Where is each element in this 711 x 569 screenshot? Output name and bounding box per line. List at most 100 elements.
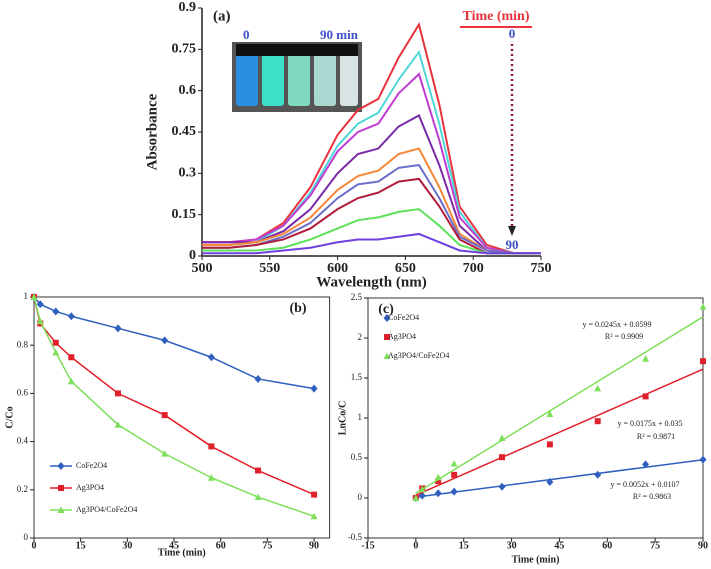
marker — [52, 339, 59, 346]
marker — [434, 489, 442, 498]
marker — [30, 293, 38, 300]
marker — [58, 485, 64, 491]
x-tick-label: 75 — [262, 540, 272, 551]
y-tick-label: 1 — [358, 412, 363, 422]
marker — [161, 336, 169, 345]
marker — [700, 358, 706, 365]
y-tick-label: 0.3 — [179, 166, 197, 181]
marker — [67, 377, 75, 385]
y-axis-label: C/Co — [4, 406, 15, 428]
y-tick-label: 0 — [24, 532, 29, 542]
y-tick-label: 0.6 — [179, 83, 197, 98]
marker — [310, 512, 318, 520]
marker — [68, 354, 75, 361]
marker — [546, 478, 554, 486]
x-tick-label: 75 — [650, 540, 660, 551]
marker — [434, 473, 442, 481]
marker — [546, 441, 553, 448]
marker — [383, 352, 391, 359]
marker — [114, 421, 122, 428]
series-line — [202, 177, 541, 255]
y-tick-label: 0.8 — [17, 339, 29, 349]
y-tick-label: 1.5 — [351, 372, 363, 382]
marker — [57, 506, 65, 513]
vial — [288, 50, 310, 106]
arrow-head — [508, 226, 516, 236]
time-label: Time (min) — [462, 9, 529, 24]
inset-end-label: 90 min — [320, 27, 359, 42]
marker — [255, 467, 262, 474]
legend-label: Ag3PO4 — [388, 332, 416, 341]
trend-line — [415, 458, 704, 498]
x-tick-label: 650 — [395, 261, 416, 276]
fit-equation: y = 0.0052x + 0.0107 — [610, 480, 679, 489]
marker — [207, 353, 215, 362]
y-tick-label: 0 — [189, 248, 196, 263]
fit-r2: R² = 0.9863 — [633, 492, 671, 501]
x-tick-label: -15 — [361, 540, 374, 551]
vial-caps — [236, 44, 358, 56]
marker — [699, 303, 707, 310]
y-tick-label: 0.6 — [17, 387, 29, 397]
marker — [254, 374, 262, 383]
marker — [254, 493, 262, 501]
marker — [208, 443, 215, 450]
x-tick-label: 45 — [554, 540, 564, 551]
x-tick-label: 90 — [698, 540, 708, 551]
x-tick-label: 30 — [122, 540, 132, 551]
series-line — [202, 147, 541, 255]
marker — [642, 460, 650, 469]
marker — [594, 418, 601, 425]
series-line — [202, 232, 541, 255]
x-tick-label: 15 — [459, 540, 469, 551]
x-tick-label: 45 — [169, 540, 179, 551]
fit-r2: R² = 0.9909 — [605, 332, 643, 341]
legend-label: CoFe2O4 — [76, 461, 107, 470]
marker — [642, 393, 649, 400]
marker — [451, 471, 458, 478]
y-tick-label: 0.15 — [172, 207, 197, 222]
vial — [340, 50, 358, 106]
marker — [498, 482, 506, 491]
series-line — [202, 72, 541, 255]
y-axis-label: Absorbance — [144, 93, 160, 170]
legend-label: CoFe2O4 — [388, 313, 419, 322]
marker — [36, 300, 44, 309]
y-tick-label: 0.45 — [172, 124, 197, 139]
inset-start-label: 0 — [243, 27, 250, 42]
x-tick-label: 30 — [507, 540, 517, 551]
marker — [383, 314, 391, 322]
marker — [311, 491, 318, 498]
panel-label: (c) — [378, 302, 394, 317]
series-line — [202, 114, 541, 255]
x-tick-label: 500 — [192, 261, 213, 276]
vial — [262, 50, 284, 106]
legend-label: Ag3PO4/CoFe2O4 — [76, 505, 137, 514]
y-tick-label: 0.9 — [179, 0, 197, 15]
y-tick-label: 0.5 — [351, 452, 363, 462]
marker — [161, 412, 168, 419]
trend-line — [415, 316, 704, 494]
y-tick-label: 2.5 — [351, 292, 363, 302]
x-axis-label: Wavelength (nm) — [316, 274, 426, 290]
plot-frame — [33, 296, 331, 539]
marker — [57, 462, 65, 470]
x-tick-label: 550 — [259, 261, 280, 276]
y-tick-label: 0 — [358, 492, 363, 502]
marker — [114, 324, 122, 333]
marker — [384, 334, 390, 340]
x-axis-label: Time (min) — [158, 547, 206, 558]
marker — [207, 474, 215, 481]
marker — [546, 410, 554, 417]
arrow-end-label: 90 — [506, 237, 519, 252]
marker — [418, 485, 426, 493]
marker — [115, 390, 122, 397]
marker — [450, 460, 458, 467]
fit-r2: R² = 0.9871 — [637, 432, 675, 441]
marker — [52, 307, 60, 316]
y-tick-label: 1 — [24, 291, 29, 301]
x-tick-label: 0 — [32, 540, 37, 551]
trend-line — [415, 368, 704, 496]
